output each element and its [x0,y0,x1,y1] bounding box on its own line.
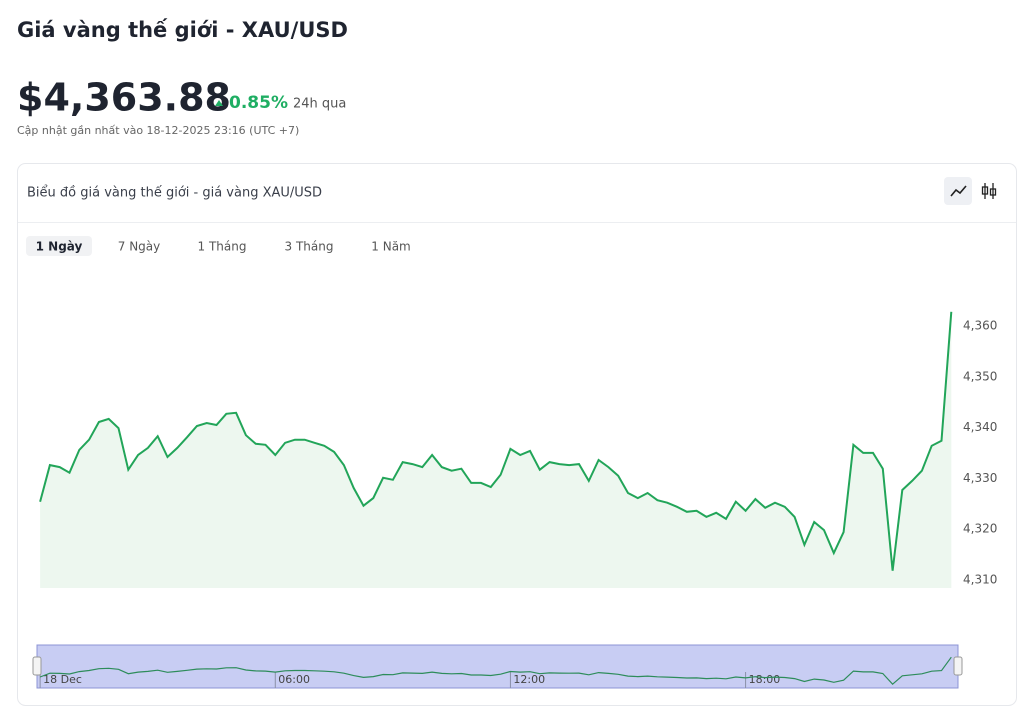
tab[interactable]: 7 Ngày [118,240,161,254]
change: 0.85% [229,93,288,113]
navigator-handle[interactable] [953,656,963,676]
navigator-handle[interactable] [32,656,42,676]
navigator-line [39,656,952,686]
y-tick-label: 4,320 [963,522,997,536]
tab[interactable]: 1 Năm [371,240,410,254]
up-arrow [215,100,223,106]
tab-active-bg [26,236,92,256]
updated: Cập nhật gần nhất vào 18-12-2025 23:16 (… [17,124,299,137]
card [17,163,1017,706]
period: 24h qua [293,97,346,112]
tab[interactable]: 1 Ngày [36,240,83,254]
x-tick-label: 18 Dec [43,673,82,686]
candle-button[interactable] [981,183,997,199]
price-line [39,311,953,571]
area [40,311,952,588]
line-icon [950,185,967,197]
card-title: Biểu đồ giá vàng thế giới - giá vàng XAU… [27,186,322,201]
y-tick-label: 4,310 [963,572,997,586]
tab[interactable]: 3 Tháng [285,240,334,254]
tab[interactable]: 1 Tháng [198,240,247,254]
y-tick-label: 4,350 [963,369,997,383]
navigator [36,644,959,689]
y-tick-label: 4,340 [963,420,997,434]
x-tick-label: 06:00 [278,673,310,686]
page-title: Giá vàng thế giới - XAU/USD [17,18,348,42]
y-tick-label: 4,330 [963,471,997,485]
x-tick-label: 18:00 [749,673,781,686]
y-tick-label: 4,360 [963,318,997,332]
price: $4,363.88 [17,76,231,120]
x-tick-label: 12:00 [513,673,545,686]
